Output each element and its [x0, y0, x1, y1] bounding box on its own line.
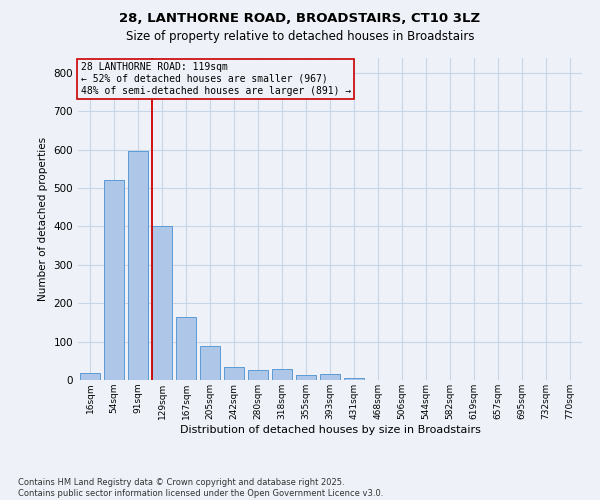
- X-axis label: Distribution of detached houses by size in Broadstairs: Distribution of detached houses by size …: [179, 424, 481, 434]
- Text: 28 LANTHORNE ROAD: 119sqm
← 52% of detached houses are smaller (967)
48% of semi: 28 LANTHORNE ROAD: 119sqm ← 52% of detac…: [80, 62, 351, 96]
- Bar: [248, 370, 268, 380]
- Bar: [176, 316, 196, 380]
- Bar: [320, 374, 340, 380]
- Bar: [224, 366, 244, 380]
- Bar: [200, 346, 220, 380]
- Text: Size of property relative to detached houses in Broadstairs: Size of property relative to detached ho…: [126, 30, 474, 43]
- Bar: [272, 369, 292, 380]
- Bar: [80, 373, 100, 380]
- Bar: [296, 376, 316, 380]
- Bar: [128, 151, 148, 380]
- Bar: [104, 180, 124, 380]
- Text: Contains HM Land Registry data © Crown copyright and database right 2025.
Contai: Contains HM Land Registry data © Crown c…: [18, 478, 383, 498]
- Bar: [152, 226, 172, 380]
- Text: 28, LANTHORNE ROAD, BROADSTAIRS, CT10 3LZ: 28, LANTHORNE ROAD, BROADSTAIRS, CT10 3L…: [119, 12, 481, 26]
- Y-axis label: Number of detached properties: Number of detached properties: [38, 136, 48, 301]
- Bar: [344, 378, 364, 380]
